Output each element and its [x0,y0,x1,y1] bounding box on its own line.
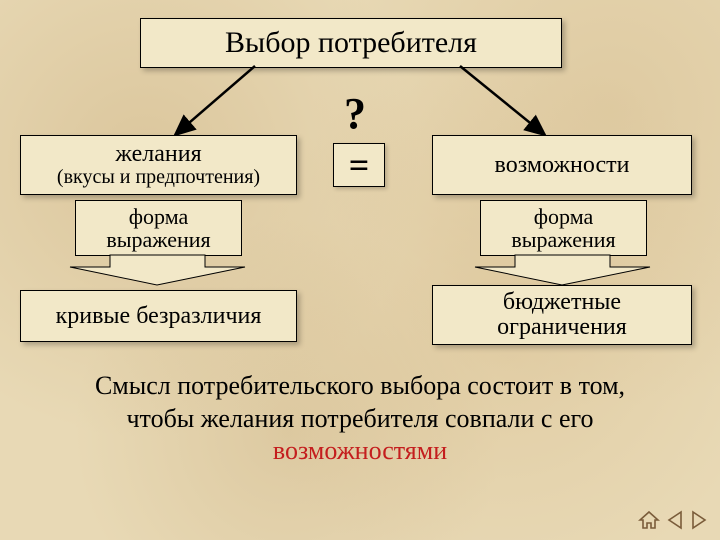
next-icon[interactable] [690,510,708,530]
home-icon[interactable] [638,510,660,530]
indifference-curves-text: кривые безразличия [56,303,262,330]
summary-line1: Смысл потребительского выбора состоит в … [40,370,680,403]
desires-box: желания (вкусы и предпочтения) [20,135,297,195]
equals-sign: = [349,147,370,183]
form-right-line1: форма [534,205,593,228]
possibilities-box: возможности [432,135,692,195]
form-left-box: форма выражения [75,200,242,256]
nav-controls [638,510,708,530]
down-arrow-right [475,255,650,287]
summary-line3: возможностями [40,435,680,468]
budget-line1: бюджетные [503,290,621,315]
desires-main: желания [115,142,201,167]
summary-line2: чтобы желания потребителя совпали с его [40,403,680,436]
form-left-line1: форма [129,205,188,228]
equals-box: = [333,143,385,187]
summary-text: Смысл потребительского выбора состоит в … [40,370,680,468]
desires-sub: (вкусы и предпочтения) [57,167,260,188]
indifference-curves-box: кривые безразличия [20,290,297,342]
question-mark: ? [344,88,366,139]
possibilities-main: возможности [495,152,630,179]
budget-line2: ограничения [497,315,627,340]
form-right-box: форма выражения [480,200,647,256]
form-right-line2: выражения [511,228,615,251]
prev-icon[interactable] [666,510,684,530]
down-arrow-left [70,255,245,287]
form-left-line2: выражения [106,228,210,251]
budget-constraints-box: бюджетные ограничения [432,285,692,345]
